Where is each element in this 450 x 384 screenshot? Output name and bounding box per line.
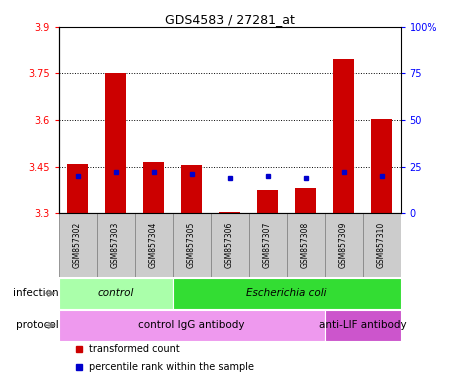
Bar [67,164,88,213]
FancyBboxPatch shape [58,213,96,277]
FancyBboxPatch shape [324,213,363,277]
Text: protocol: protocol [16,320,58,330]
Text: infection: infection [13,288,58,298]
FancyBboxPatch shape [172,278,400,309]
FancyBboxPatch shape [58,310,324,341]
FancyBboxPatch shape [58,278,172,309]
Bar [257,190,278,213]
Bar [105,73,126,213]
Text: percentile rank within the sample: percentile rank within the sample [89,361,254,372]
Bar [371,119,392,213]
Text: GSM857303: GSM857303 [111,222,120,268]
Text: transformed count: transformed count [89,344,180,354]
Text: GSM857306: GSM857306 [225,222,234,268]
Text: control: control [97,288,134,298]
Title: GDS4583 / 27281_at: GDS4583 / 27281_at [165,13,294,26]
FancyBboxPatch shape [172,213,211,277]
Text: GSM857304: GSM857304 [149,222,158,268]
Bar [333,60,354,213]
FancyBboxPatch shape [211,213,248,277]
Text: GSM857310: GSM857310 [377,222,386,268]
Text: control IgG antibody: control IgG antibody [138,320,245,330]
Text: anti-LIF antibody: anti-LIF antibody [319,320,406,330]
Text: GSM857307: GSM857307 [263,222,272,268]
FancyBboxPatch shape [363,213,400,277]
FancyBboxPatch shape [287,213,324,277]
FancyBboxPatch shape [96,213,135,277]
Bar [295,189,316,213]
FancyBboxPatch shape [324,310,400,341]
Bar [219,212,240,213]
Text: GSM857302: GSM857302 [73,222,82,268]
FancyBboxPatch shape [135,213,172,277]
Bar [181,165,202,213]
Text: GSM857305: GSM857305 [187,222,196,268]
Text: GSM857309: GSM857309 [339,222,348,268]
Bar [143,162,164,213]
FancyBboxPatch shape [248,213,287,277]
Text: GSM857308: GSM857308 [301,222,310,268]
Text: Escherichia coli: Escherichia coli [246,288,327,298]
